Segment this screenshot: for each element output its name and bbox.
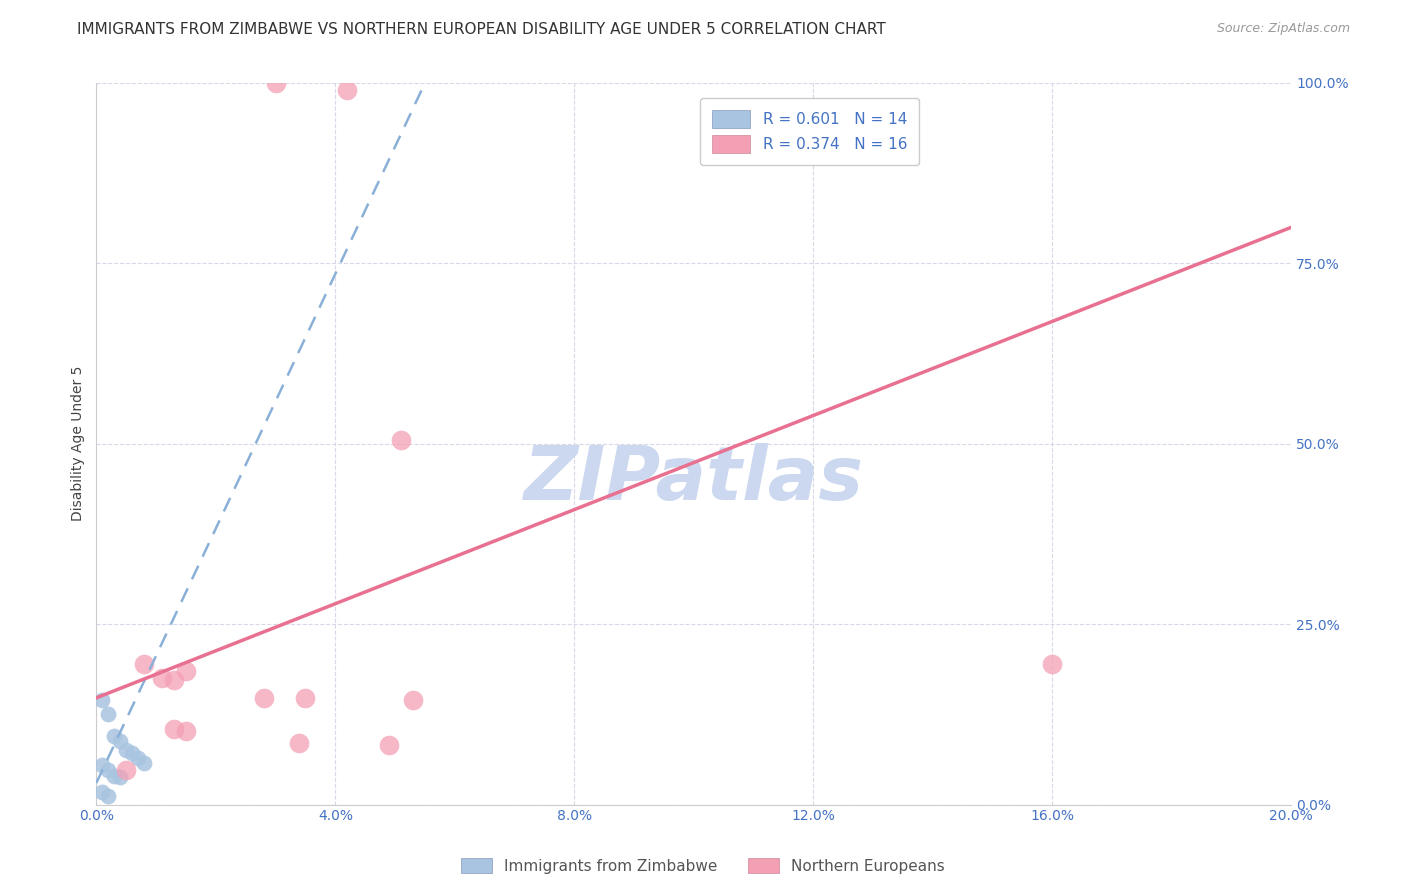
Point [174,664,197,678]
Text: IMMIGRANTS FROM ZIMBABWE VS NORTHERN EUROPEAN DISABILITY AGE UNDER 5 CORRELATION: IMMIGRANTS FROM ZIMBABWE VS NORTHERN EUR… [77,22,886,37]
Point [336,83,359,97]
Y-axis label: Disability Age Under 5: Disability Age Under 5 [72,366,86,522]
Point [127,750,149,764]
Point [389,433,412,447]
Point [1040,657,1063,671]
Legend: Immigrants from Zimbabwe, Northern Europeans: Immigrants from Zimbabwe, Northern Europ… [456,852,950,880]
Point [288,736,311,750]
Point [264,76,287,90]
Point [91,693,114,707]
Point [115,743,138,757]
Point [121,746,143,760]
Point [110,734,132,748]
Point [294,690,316,705]
Point [402,693,425,707]
Text: ZIPatlas: ZIPatlas [524,443,863,516]
Point [150,671,173,685]
Point [97,707,120,722]
Point [174,724,197,739]
Point [110,770,132,784]
Point [103,729,125,743]
Legend: R = 0.601   N = 14, R = 0.374   N = 16: R = 0.601 N = 14, R = 0.374 N = 16 [700,98,920,165]
Point [97,789,120,803]
Point [91,758,114,772]
Point [91,784,114,798]
Point [115,763,138,777]
Point [163,673,186,688]
Point [163,722,186,736]
Point [134,756,156,770]
Point [378,739,401,753]
Point [134,657,156,671]
Point [97,763,120,777]
Text: Source: ZipAtlas.com: Source: ZipAtlas.com [1216,22,1350,36]
Point [253,690,276,705]
Point [103,769,125,783]
